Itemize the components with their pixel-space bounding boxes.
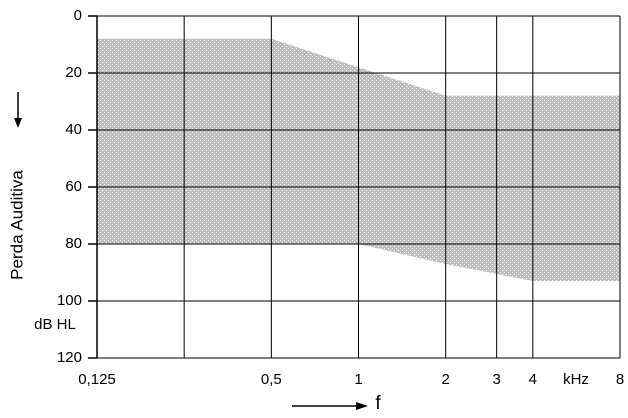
x-tick-label: 0,125 [78, 371, 116, 388]
y-tick-label: 0 [74, 7, 82, 24]
x-axis-label: f [375, 393, 381, 414]
y-tick-label: 60 [65, 178, 82, 195]
x-tick-label: 8 [616, 371, 624, 388]
y-tick-label: 120 [57, 349, 82, 366]
plot: 0 20 40 60 80 100 120 0,125 0,5 1 2 3 4 8 [57, 7, 624, 388]
y-tick-label: 20 [65, 64, 82, 81]
y-unit: dB HL [34, 316, 76, 333]
x-tick-label: 3 [492, 371, 500, 388]
x-tick-label: 1 [354, 371, 362, 388]
y-tick-label: 40 [65, 121, 82, 138]
y-axis-label: Perda Auditiva [7, 170, 26, 280]
x-unit: kHz [563, 371, 589, 388]
y-tick-label: 80 [65, 235, 82, 252]
x-tick-label: 4 [529, 371, 537, 388]
y-arrow-head [14, 118, 22, 128]
x-tick-label: 2 [441, 371, 449, 388]
x-arrow-head [356, 402, 368, 410]
y-tick-label: 100 [57, 292, 82, 309]
x-tick-label: 0,5 [261, 371, 282, 388]
